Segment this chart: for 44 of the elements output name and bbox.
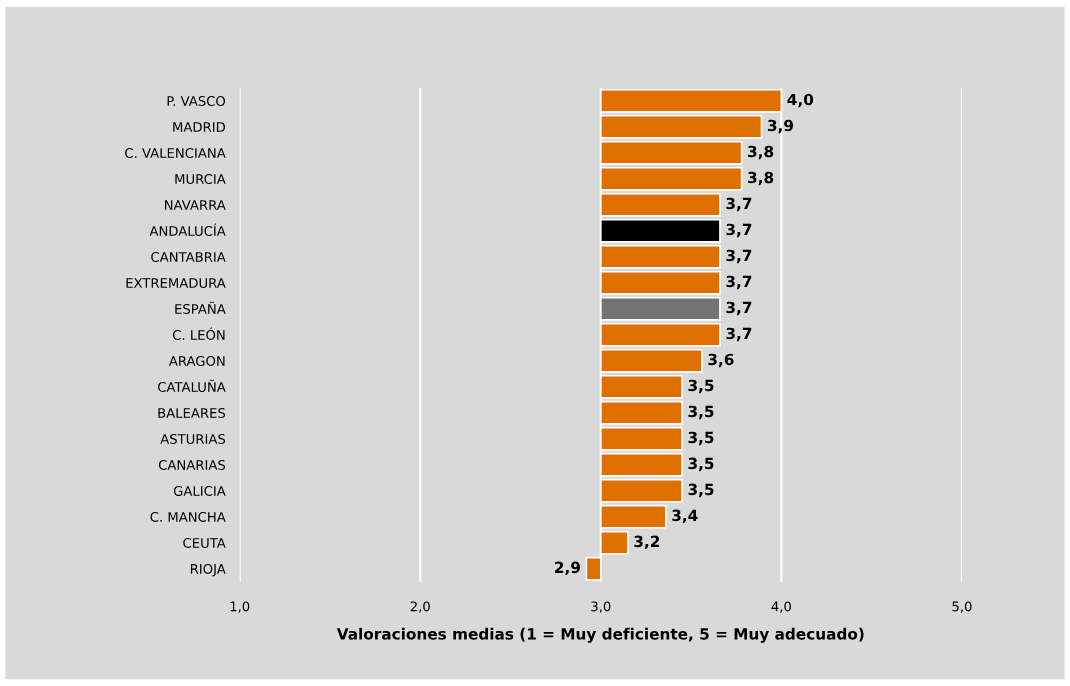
x-tick-label: 5,0 bbox=[952, 601, 972, 613]
data-label: 4,0 bbox=[787, 93, 814, 108]
data-label: 3,8 bbox=[748, 171, 774, 186]
y-tick-label: MURCIA bbox=[175, 174, 226, 184]
y-tick-label: C. LEÓN bbox=[172, 327, 225, 340]
y-tick-label: ANDALUCÍA bbox=[149, 223, 226, 236]
y-tick-label: P. VASCO bbox=[167, 96, 226, 107]
data-label: 3,5 bbox=[688, 457, 714, 472]
y-tick-label: CANTABRIA bbox=[151, 252, 226, 262]
data-label: 3,7 bbox=[726, 249, 752, 264]
x-tick-label: 2,0 bbox=[410, 601, 430, 613]
y-tick-label: CATALUÑA bbox=[158, 379, 226, 392]
data-label: 3,7 bbox=[726, 327, 752, 342]
y-tick-label: ARAGON bbox=[168, 355, 225, 366]
data-label: 3,6 bbox=[708, 353, 734, 368]
x-axis-title: Valoraciones medias (1 = Muy deficiente, 5 = Muy adecuado) bbox=[336, 627, 864, 643]
x-tick-label: 3,0 bbox=[591, 601, 611, 613]
data-label: 3,5 bbox=[688, 431, 714, 446]
y-tick-label: MADRID bbox=[173, 122, 226, 132]
data-label: 3,2 bbox=[634, 535, 660, 550]
y-tick-label: NAVARRA bbox=[164, 200, 226, 210]
y-tick-label: ESPAÑA bbox=[175, 301, 226, 314]
data-label: 3,4 bbox=[672, 509, 698, 524]
y-tick-label: GALICIA bbox=[173, 485, 226, 496]
data-label: 3,7 bbox=[726, 301, 752, 316]
y-tick-label: C. VALENCIANA bbox=[125, 148, 226, 158]
data-label: 3,9 bbox=[767, 119, 794, 134]
y-tick-label: EXTREMADURA bbox=[126, 278, 226, 288]
data-label: 3,5 bbox=[688, 405, 714, 420]
y-tick-label: CEUTA bbox=[183, 537, 226, 548]
x-tick-label: 1,0 bbox=[230, 601, 250, 613]
y-tick-label: ASTURIAS bbox=[160, 433, 226, 444]
data-label: 3,8 bbox=[748, 145, 774, 160]
x-tick-label: 4,0 bbox=[771, 601, 791, 613]
y-tick-label: CANARIAS bbox=[158, 459, 226, 470]
data-label: 3,5 bbox=[688, 483, 714, 498]
data-label: 2,9 bbox=[555, 561, 580, 576]
y-tick-label: C. MANCHA bbox=[150, 511, 226, 522]
y-tick-label: RIOJA bbox=[190, 563, 226, 577]
data-label: 3,7 bbox=[726, 275, 752, 290]
data-label: 3,7 bbox=[726, 223, 752, 238]
data-label: 3,5 bbox=[688, 379, 714, 394]
data-label: 3,7 bbox=[726, 197, 752, 212]
y-tick-label: BALEARES bbox=[158, 407, 226, 418]
